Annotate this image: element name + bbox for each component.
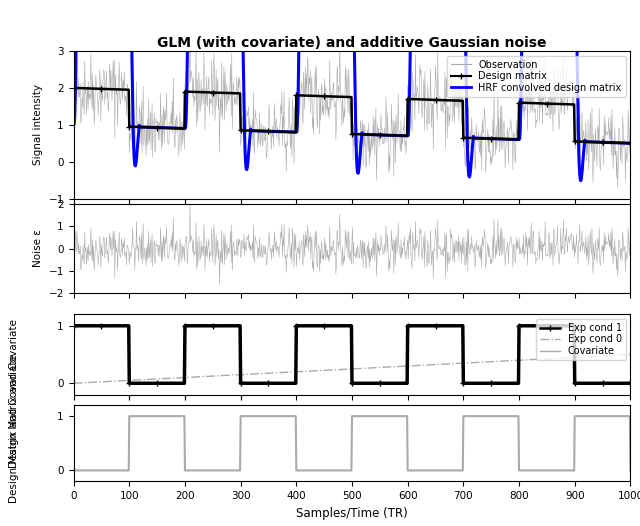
- Text: Design Matrix and Covariate: Design Matrix and Covariate: [9, 319, 19, 468]
- Legend: Exp cond 1, Exp cond 0, Covariate: Exp cond 1, Exp cond 0, Covariate: [536, 319, 625, 360]
- Legend: Observation, Design matrix, HRF convolved design matrix: Observation, Design matrix, HRF convolve…: [447, 56, 625, 97]
- X-axis label: Samples/Time (TR): Samples/Time (TR): [296, 507, 408, 520]
- Title: GLM (with covariate) and additive Gaussian noise: GLM (with covariate) and additive Gaussi…: [157, 36, 547, 50]
- Y-axis label: Noise ε: Noise ε: [33, 229, 43, 268]
- Y-axis label: Signal intensity: Signal intensity: [33, 84, 43, 165]
- Text: Design Matrix and Covariate: Design Matrix and Covariate: [9, 354, 19, 503]
